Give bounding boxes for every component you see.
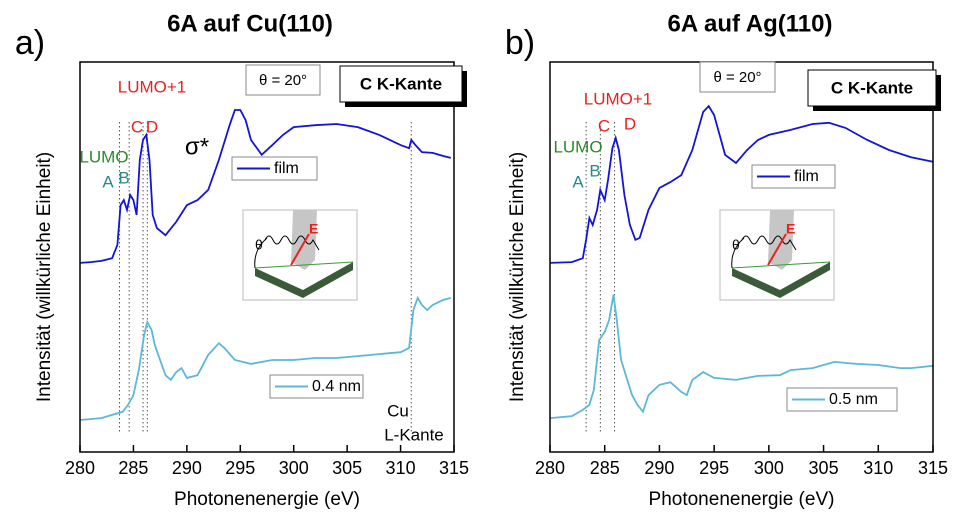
y-axis-label: Intensität (willkürliche Einheit) [34,152,55,402]
x-tick-label: 290 [644,458,674,478]
edge-note: C K-Kante [360,74,442,93]
inset-field-label: E [786,221,795,237]
x-tick-label: 315 [918,458,948,478]
legend-label: 0.4 nm [312,378,361,395]
inset-angle-label: θ [732,237,740,253]
angle-note: θ = 20° [259,72,307,89]
annotation: LUMO [79,147,128,166]
inset-angle-label: θ [255,237,263,253]
annotation: B [118,168,129,187]
chart-title: 6A auf Cu(110) [167,10,333,37]
annotation: B [589,161,600,180]
annotation: D [624,114,636,133]
figure: a) 6A auf Cu(110) Photonenenergie (eV) Inte… [0,0,954,520]
angle-note: θ = 20° [713,69,761,86]
legend-label: 0.5 nm [829,391,878,408]
annotation: A [102,172,114,191]
x-tick-label: 300 [279,458,309,478]
annotation: σ* [185,133,209,160]
x-tick-label: 300 [754,458,784,478]
panel-label: a) [15,24,45,62]
annotation: LUMO+1 [118,77,187,96]
x-tick-label: 305 [332,458,362,478]
x-tick-label: 285 [590,458,620,478]
annotation: Cu [387,401,409,420]
annotation: A [572,172,584,191]
inset-field-label: E [309,221,318,237]
y-axis-label: Intensität (willkürliche Einheit) [507,152,528,402]
x-tick-label: 305 [809,458,839,478]
x-tick-label: 285 [118,458,148,478]
x-tick-label: 280 [535,458,565,478]
annotation: C [131,117,143,136]
x-tick-label: 295 [699,458,729,478]
x-axis-label: Photonenenergie (eV) [649,489,835,510]
x-tick-label: 310 [386,458,416,478]
x-tick-label: 310 [863,458,893,478]
legend-label: film [794,168,819,185]
annotation: LUMO+1 [584,89,653,108]
annotation: LUMO [553,137,602,156]
annotation: C [598,116,610,135]
edge-note: C K-Kante [831,78,913,97]
x-axis-label: Photonenenergie (eV) [174,489,360,510]
x-tick-label: 280 [65,458,95,478]
panel-label: b) [505,24,535,62]
x-tick-label: 295 [225,458,255,478]
x-tick-label: 290 [172,458,202,478]
chart-title: 6A auf Ag(110) [668,10,833,37]
x-tick-label: 315 [439,458,469,478]
annotation: D [146,117,158,136]
annotation: L-Kante [384,425,444,444]
legend-label: film [274,160,299,177]
